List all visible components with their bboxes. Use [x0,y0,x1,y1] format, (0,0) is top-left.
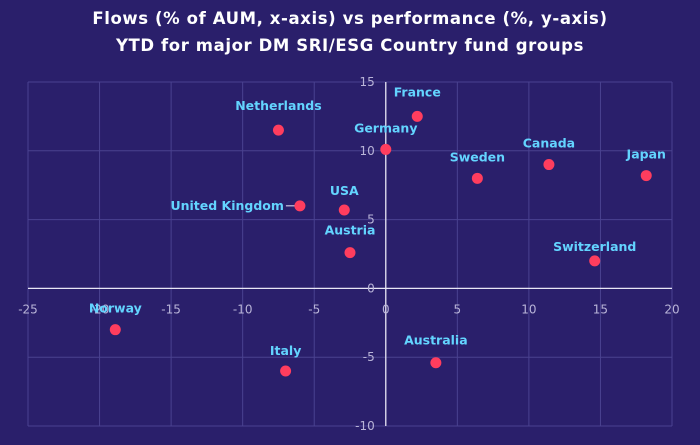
data-point [640,170,652,182]
data-point [543,159,555,171]
data-label: USA [330,183,359,198]
y-tick-label: -5 [363,350,375,364]
x-tick-label: 10 [521,302,536,316]
x-tick-label: -5 [308,302,320,316]
data-point [272,124,284,136]
x-tick-label: -25 [18,302,38,316]
x-tick-label: 0 [382,302,390,316]
chart-title-line-1: Flows (% of AUM, x-axis) vs performance … [92,9,608,28]
data-label: Japan [626,147,666,162]
y-tick-label: 0 [367,281,375,295]
y-tick-label: -10 [355,419,375,433]
data-label: Austria [325,223,376,238]
data-label: Switzerland [553,239,636,254]
data-label: United Kingdom [170,198,283,213]
x-tick-label: 5 [454,302,462,316]
data-point [589,255,601,267]
chart-title-line-2: YTD for major DM SRI/ESG Country fund gr… [115,36,585,55]
data-point [380,143,392,155]
data-label: Canada [523,136,575,151]
x-tick-label: 15 [593,302,608,316]
data-label: Norway [89,301,142,316]
data-label: France [394,84,441,99]
x-tick-label: 20 [664,302,679,316]
y-tick-label: 5 [367,213,375,227]
data-point [280,365,292,377]
data-point [411,110,423,122]
y-tick-label: 10 [359,144,374,158]
data-label: Netherlands [235,98,321,113]
data-point [294,200,306,212]
x-tick-label: -15 [161,302,181,316]
data-label: Australia [404,333,468,348]
data-point [344,247,356,259]
y-tick-label: 15 [359,75,374,89]
data-label: Sweden [450,149,505,164]
data-point [471,172,483,184]
data-point [338,204,350,216]
data-label: Italy [270,343,302,358]
data-label: Germany [354,120,417,135]
data-point [430,357,442,369]
x-tick-label: -10 [233,302,253,316]
data-point [109,324,121,336]
x-tick-label: -20 [90,302,110,316]
